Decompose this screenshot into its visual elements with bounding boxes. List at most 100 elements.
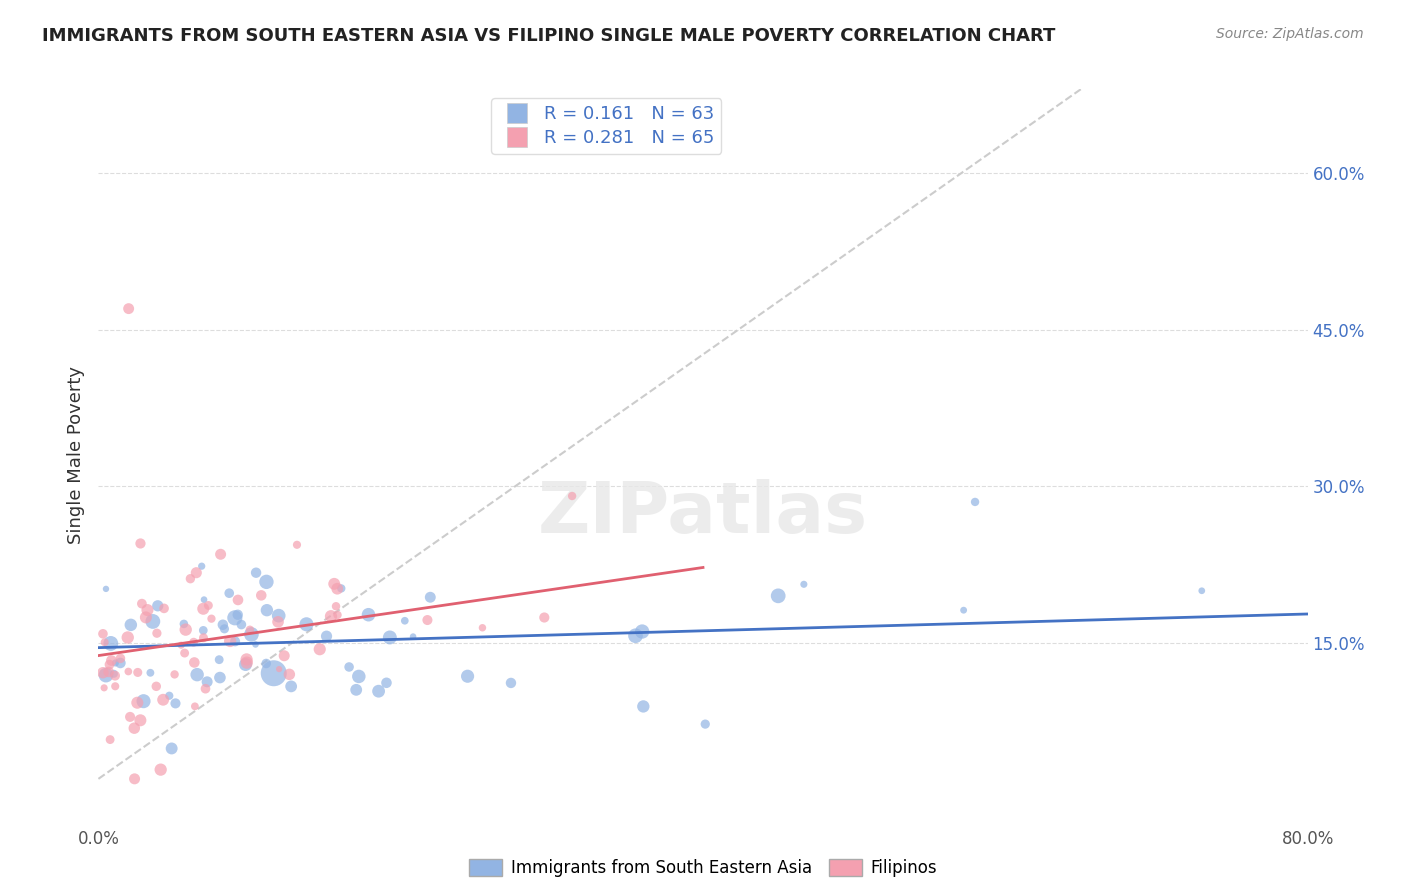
Point: [127, 665, 149, 680]
Point: [118, 301, 141, 316]
Point: [236, 656, 259, 670]
Point: [347, 669, 370, 683]
Point: [319, 609, 342, 624]
Point: [344, 682, 367, 697]
Point: [224, 634, 246, 648]
Legend: Immigrants from South Eastern Asia, Filipinos: Immigrants from South Eastern Asia, Fili…: [463, 852, 943, 884]
Point: [131, 597, 153, 611]
Point: [394, 614, 416, 628]
Point: [186, 667, 208, 681]
Point: [323, 577, 346, 591]
Point: [163, 667, 186, 681]
Y-axis label: Single Male Poverty: Single Male Poverty: [66, 366, 84, 544]
Point: [533, 610, 555, 624]
Point: [91, 665, 114, 680]
Point: [273, 648, 295, 663]
Point: [136, 603, 159, 617]
Point: [97, 665, 120, 679]
Point: [766, 589, 789, 603]
Point: [224, 611, 246, 625]
Point: [330, 582, 353, 596]
Point: [146, 599, 169, 613]
Point: [173, 616, 195, 631]
Point: [375, 675, 398, 690]
Point: [104, 679, 127, 693]
Point: [471, 621, 494, 635]
Point: [165, 697, 187, 711]
Point: [190, 559, 212, 574]
Point: [94, 582, 117, 596]
Point: [193, 592, 215, 607]
Point: [263, 666, 285, 681]
Point: [367, 684, 389, 698]
Point: [104, 656, 127, 670]
Point: [245, 566, 267, 580]
Point: [254, 657, 277, 671]
Point: [226, 593, 249, 607]
Point: [152, 692, 174, 706]
Point: [235, 652, 257, 666]
Point: [135, 610, 157, 624]
Point: [256, 574, 278, 589]
Point: [631, 624, 654, 639]
Point: [326, 607, 349, 622]
Text: IMMIGRANTS FROM SOUTH EASTERN ASIA VS FILIPINO SINGLE MALE POVERTY CORRELATION C: IMMIGRANTS FROM SOUTH EASTERN ASIA VS FI…: [42, 27, 1056, 45]
Point: [183, 635, 205, 649]
Point: [103, 666, 125, 681]
Point: [952, 603, 974, 617]
Point: [193, 624, 215, 638]
Point: [93, 635, 115, 649]
Point: [499, 676, 522, 690]
Point: [269, 662, 291, 676]
Point: [184, 699, 207, 714]
Point: [124, 772, 146, 786]
Point: [93, 681, 115, 695]
Point: [315, 629, 337, 643]
Point: [129, 536, 152, 550]
Point: [419, 591, 441, 605]
Point: [186, 566, 208, 580]
Point: [416, 613, 439, 627]
Point: [194, 681, 217, 696]
Point: [325, 599, 347, 614]
Point: [278, 667, 301, 681]
Point: [214, 622, 236, 636]
Point: [793, 577, 815, 591]
Point: [127, 696, 149, 710]
Point: [624, 629, 647, 643]
Point: [195, 674, 218, 689]
Point: [117, 665, 139, 679]
Point: [157, 689, 180, 703]
Point: [209, 547, 232, 561]
Point: [170, 638, 193, 652]
Point: [208, 653, 231, 667]
Point: [295, 617, 318, 632]
Point: [94, 668, 117, 682]
Point: [240, 627, 263, 641]
Point: [145, 679, 167, 693]
Point: [695, 717, 717, 731]
Point: [280, 679, 302, 693]
Point: [197, 599, 219, 613]
Point: [129, 714, 152, 728]
Point: [149, 763, 172, 777]
Point: [402, 630, 425, 644]
Point: [200, 612, 222, 626]
Point: [285, 538, 308, 552]
Point: [173, 646, 195, 660]
Point: [326, 582, 349, 596]
Point: [193, 631, 215, 645]
Point: [98, 732, 121, 747]
Point: [132, 694, 155, 708]
Point: [633, 699, 655, 714]
Point: [267, 608, 290, 623]
Point: [965, 495, 987, 509]
Point: [308, 642, 330, 657]
Point: [337, 660, 360, 674]
Legend: R = 0.161   N = 63, R = 0.281   N = 65: R = 0.161 N = 63, R = 0.281 N = 65: [491, 98, 721, 154]
Point: [174, 623, 197, 637]
Point: [239, 623, 262, 637]
Point: [378, 631, 401, 645]
Point: [120, 710, 142, 724]
Point: [245, 637, 267, 651]
